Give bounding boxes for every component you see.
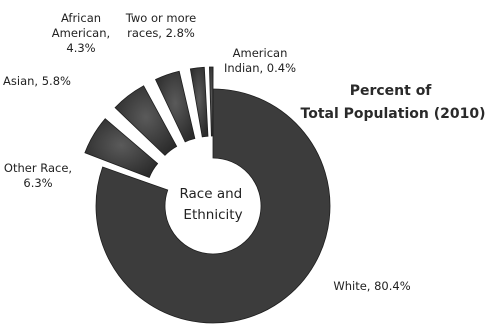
label-two-or-more-races: Two or more races, 2.8%	[125, 11, 196, 40]
slice-african-american	[155, 70, 196, 143]
slice-asian	[114, 85, 178, 156]
label-line: African	[61, 11, 101, 25]
label-african-american: African American, 4.3%	[52, 11, 110, 55]
label-other-race: Other Race, 6.3%	[4, 161, 72, 190]
label-line: Indian, 0.4%	[224, 61, 296, 75]
chart-slices	[84, 66, 331, 324]
slice-white	[95, 88, 331, 324]
chart-title-line-1: Percent of	[350, 83, 433, 99]
label-line: Two or more	[125, 11, 196, 25]
label-american-indian: American Indian, 0.4%	[224, 46, 296, 75]
slice-two-or-more-races	[189, 66, 209, 138]
label-line: White, 80.4%	[333, 279, 410, 293]
label-line: Asian, 5.8%	[3, 74, 71, 88]
label-white: White, 80.4%	[333, 279, 410, 293]
label-asian: Asian, 5.8%	[3, 74, 71, 88]
slice-other-race	[84, 118, 159, 179]
label-line: races, 2.8%	[127, 26, 195, 40]
chart-title: Percent of Total Population (2010)	[301, 83, 486, 122]
center-label: Race and Ethnicity	[179, 186, 246, 223]
label-line: Other Race,	[4, 161, 72, 175]
center-label-line-1: Race and	[179, 186, 242, 202]
label-line: American,	[52, 26, 110, 40]
label-line: 6.3%	[23, 176, 52, 190]
label-line: 4.3%	[66, 41, 95, 55]
chart-title-line-2: Total Population (2010)	[301, 106, 486, 122]
slice-american-indian	[209, 66, 214, 137]
center-label-line-2: Ethnicity	[183, 207, 242, 223]
label-line: American	[233, 46, 288, 60]
chart-slice-labels: White, 80.4% Other Race, 6.3% Asian, 5.8% Af…	[3, 11, 411, 293]
